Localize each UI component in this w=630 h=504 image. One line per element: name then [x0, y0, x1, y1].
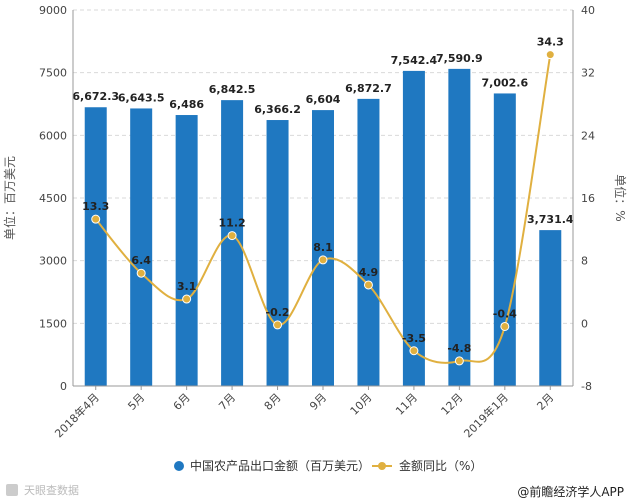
- bar-value-label: 3,731.4: [527, 213, 574, 226]
- bar-value-label: 7,590.9: [436, 52, 483, 65]
- left-tick-label: 9000: [39, 4, 67, 17]
- line-point: [227, 231, 237, 241]
- source-logo-icon: [6, 484, 18, 496]
- line-value-label: 8.1: [313, 241, 333, 254]
- x-tick-label: 7月: [216, 391, 238, 413]
- line-value-label: 34.3: [537, 36, 564, 49]
- line-value-label: 6.4: [131, 254, 151, 267]
- line-value-label: 3.1: [177, 280, 197, 293]
- bar-value-label: 6,672.3: [72, 90, 119, 103]
- left-tick-label: 3000: [39, 255, 67, 268]
- left-axis-title: 单位：百万美元: [2, 156, 17, 240]
- legend-bar-swatch: [174, 461, 184, 471]
- line-point: [91, 214, 101, 224]
- line-point: [363, 280, 373, 290]
- right-tick-label: 16: [581, 192, 595, 205]
- bar-value-label: 6,842.5: [209, 83, 256, 96]
- left-tick-label: 1500: [39, 317, 67, 330]
- x-tick-label: 2019年1月: [461, 390, 511, 440]
- line-point: [545, 50, 555, 60]
- bar-value-label: 7,002.6: [481, 76, 528, 89]
- bar-labels: 6,672.36,643.5 6,486 6,842.5 6,366.2 6,604 6,…: [72, 52, 574, 226]
- x-tick-label: 12月: [439, 391, 466, 418]
- x-tick-label: 8月: [262, 391, 284, 413]
- x-tick-label: 2月: [534, 391, 556, 413]
- right-tick-label: 40: [581, 4, 595, 17]
- right-axis: -8 0 8 16 24 32 40: [572, 4, 595, 393]
- bar-value-label: 6,872.7: [345, 82, 392, 95]
- left-tick-label: 7500: [39, 67, 67, 80]
- left-tick-label: 4500: [39, 192, 67, 205]
- x-tick-label: 10月: [348, 391, 375, 418]
- x-tick-label: 11月: [393, 391, 420, 418]
- right-tick-label: 32: [581, 67, 595, 80]
- bar: [448, 68, 471, 386]
- line-value-label: -0.4: [493, 307, 517, 320]
- bar: [175, 115, 198, 387]
- line-point: [409, 346, 419, 356]
- left-axis: 0 1500 3000 4500 6000 7500 9000: [39, 4, 74, 393]
- left-tick-label: 6000: [39, 129, 67, 142]
- bar: [312, 110, 334, 387]
- line-point: [318, 255, 328, 265]
- line-value-label: -3.5: [402, 332, 426, 345]
- x-tick-label: 6月: [171, 391, 193, 413]
- legend-bar-label: 中国农产品出口金额（百万美元）: [190, 458, 370, 473]
- bar: [130, 108, 153, 386]
- line-value-label: 11.2: [219, 217, 246, 230]
- line-point: [273, 320, 283, 330]
- footer-left-mark: 天眼查数据: [24, 483, 79, 497]
- x-tick-label: 9月: [307, 391, 329, 413]
- right-tick-label: 24: [581, 129, 595, 142]
- footer: 天眼查数据 @前瞻经济学人APP: [6, 483, 624, 499]
- bar: [266, 120, 289, 387]
- line-point: [500, 321, 510, 331]
- line-point: [454, 356, 464, 366]
- bar: [221, 100, 244, 386]
- bar: [539, 230, 562, 386]
- line-value-label: 13.3: [82, 200, 109, 213]
- left-tick-label: 0: [60, 380, 67, 393]
- line-labels: 13.3 6.4 3.1 11.2 -0.2 8.1 4.9 -3.5 -4.8 -0.4 34.3: [82, 36, 564, 355]
- bar-value-label: 7,542.4: [391, 54, 438, 67]
- line-value-label: -4.8: [447, 342, 471, 355]
- bar: [84, 107, 107, 387]
- legend-line-label: 金额同比（%）: [399, 458, 482, 473]
- legend-line-marker: [378, 462, 386, 470]
- line-point: [182, 294, 192, 304]
- footer-credit: @前瞻经济学人APP: [517, 484, 624, 499]
- bar: [402, 70, 425, 386]
- line-point: [136, 268, 146, 278]
- right-tick-label: -8: [581, 380, 592, 393]
- right-tick-label: 8: [581, 255, 588, 268]
- right-axis-title: 单位：%: [613, 174, 628, 221]
- bar-value-label: 6,366.2: [254, 103, 301, 116]
- right-tick-label: 0: [581, 317, 588, 330]
- line-value-label: 4.9: [359, 266, 379, 279]
- bar-value-label: 6,643.5: [118, 91, 165, 104]
- line-series: [91, 50, 555, 366]
- line-value-label: -0.2: [266, 306, 290, 319]
- x-tick-label: 2018年4月: [52, 390, 102, 440]
- bar: [357, 98, 380, 386]
- bar-value-label: 6,604: [306, 93, 341, 106]
- bar-value-label: 6,486: [169, 98, 204, 111]
- bar: [493, 93, 516, 386]
- x-tick-label: 5月: [125, 391, 147, 413]
- bar-series: [84, 68, 562, 387]
- legend: 中国农产品出口金额（百万美元） 金额同比（%）: [174, 458, 482, 473]
